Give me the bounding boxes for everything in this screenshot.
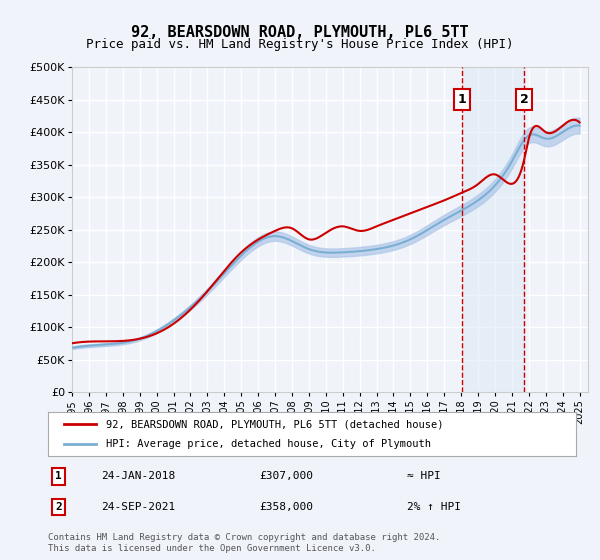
Text: Price paid vs. HM Land Registry's House Price Index (HPI): Price paid vs. HM Land Registry's House … — [86, 38, 514, 51]
Text: HPI: Average price, detached house, City of Plymouth: HPI: Average price, detached house, City… — [106, 439, 431, 449]
Text: 1: 1 — [458, 93, 467, 106]
Text: 2% ↑ HPI: 2% ↑ HPI — [407, 502, 461, 512]
Text: 92, BEARSDOWN ROAD, PLYMOUTH, PL6 5TT: 92, BEARSDOWN ROAD, PLYMOUTH, PL6 5TT — [131, 25, 469, 40]
Text: 24-SEP-2021: 24-SEP-2021 — [101, 502, 175, 512]
Text: Contains HM Land Registry data © Crown copyright and database right 2024.
This d: Contains HM Land Registry data © Crown c… — [48, 533, 440, 553]
Text: 1: 1 — [55, 471, 62, 481]
Text: 24-JAN-2018: 24-JAN-2018 — [101, 471, 175, 481]
Text: £307,000: £307,000 — [259, 471, 313, 481]
Text: 2: 2 — [520, 93, 529, 106]
Text: 2: 2 — [55, 502, 62, 512]
Text: ≈ HPI: ≈ HPI — [407, 471, 441, 481]
Text: 92, BEARSDOWN ROAD, PLYMOUTH, PL6 5TT (detached house): 92, BEARSDOWN ROAD, PLYMOUTH, PL6 5TT (d… — [106, 419, 443, 429]
Text: £358,000: £358,000 — [259, 502, 313, 512]
Bar — [462, 67, 524, 392]
